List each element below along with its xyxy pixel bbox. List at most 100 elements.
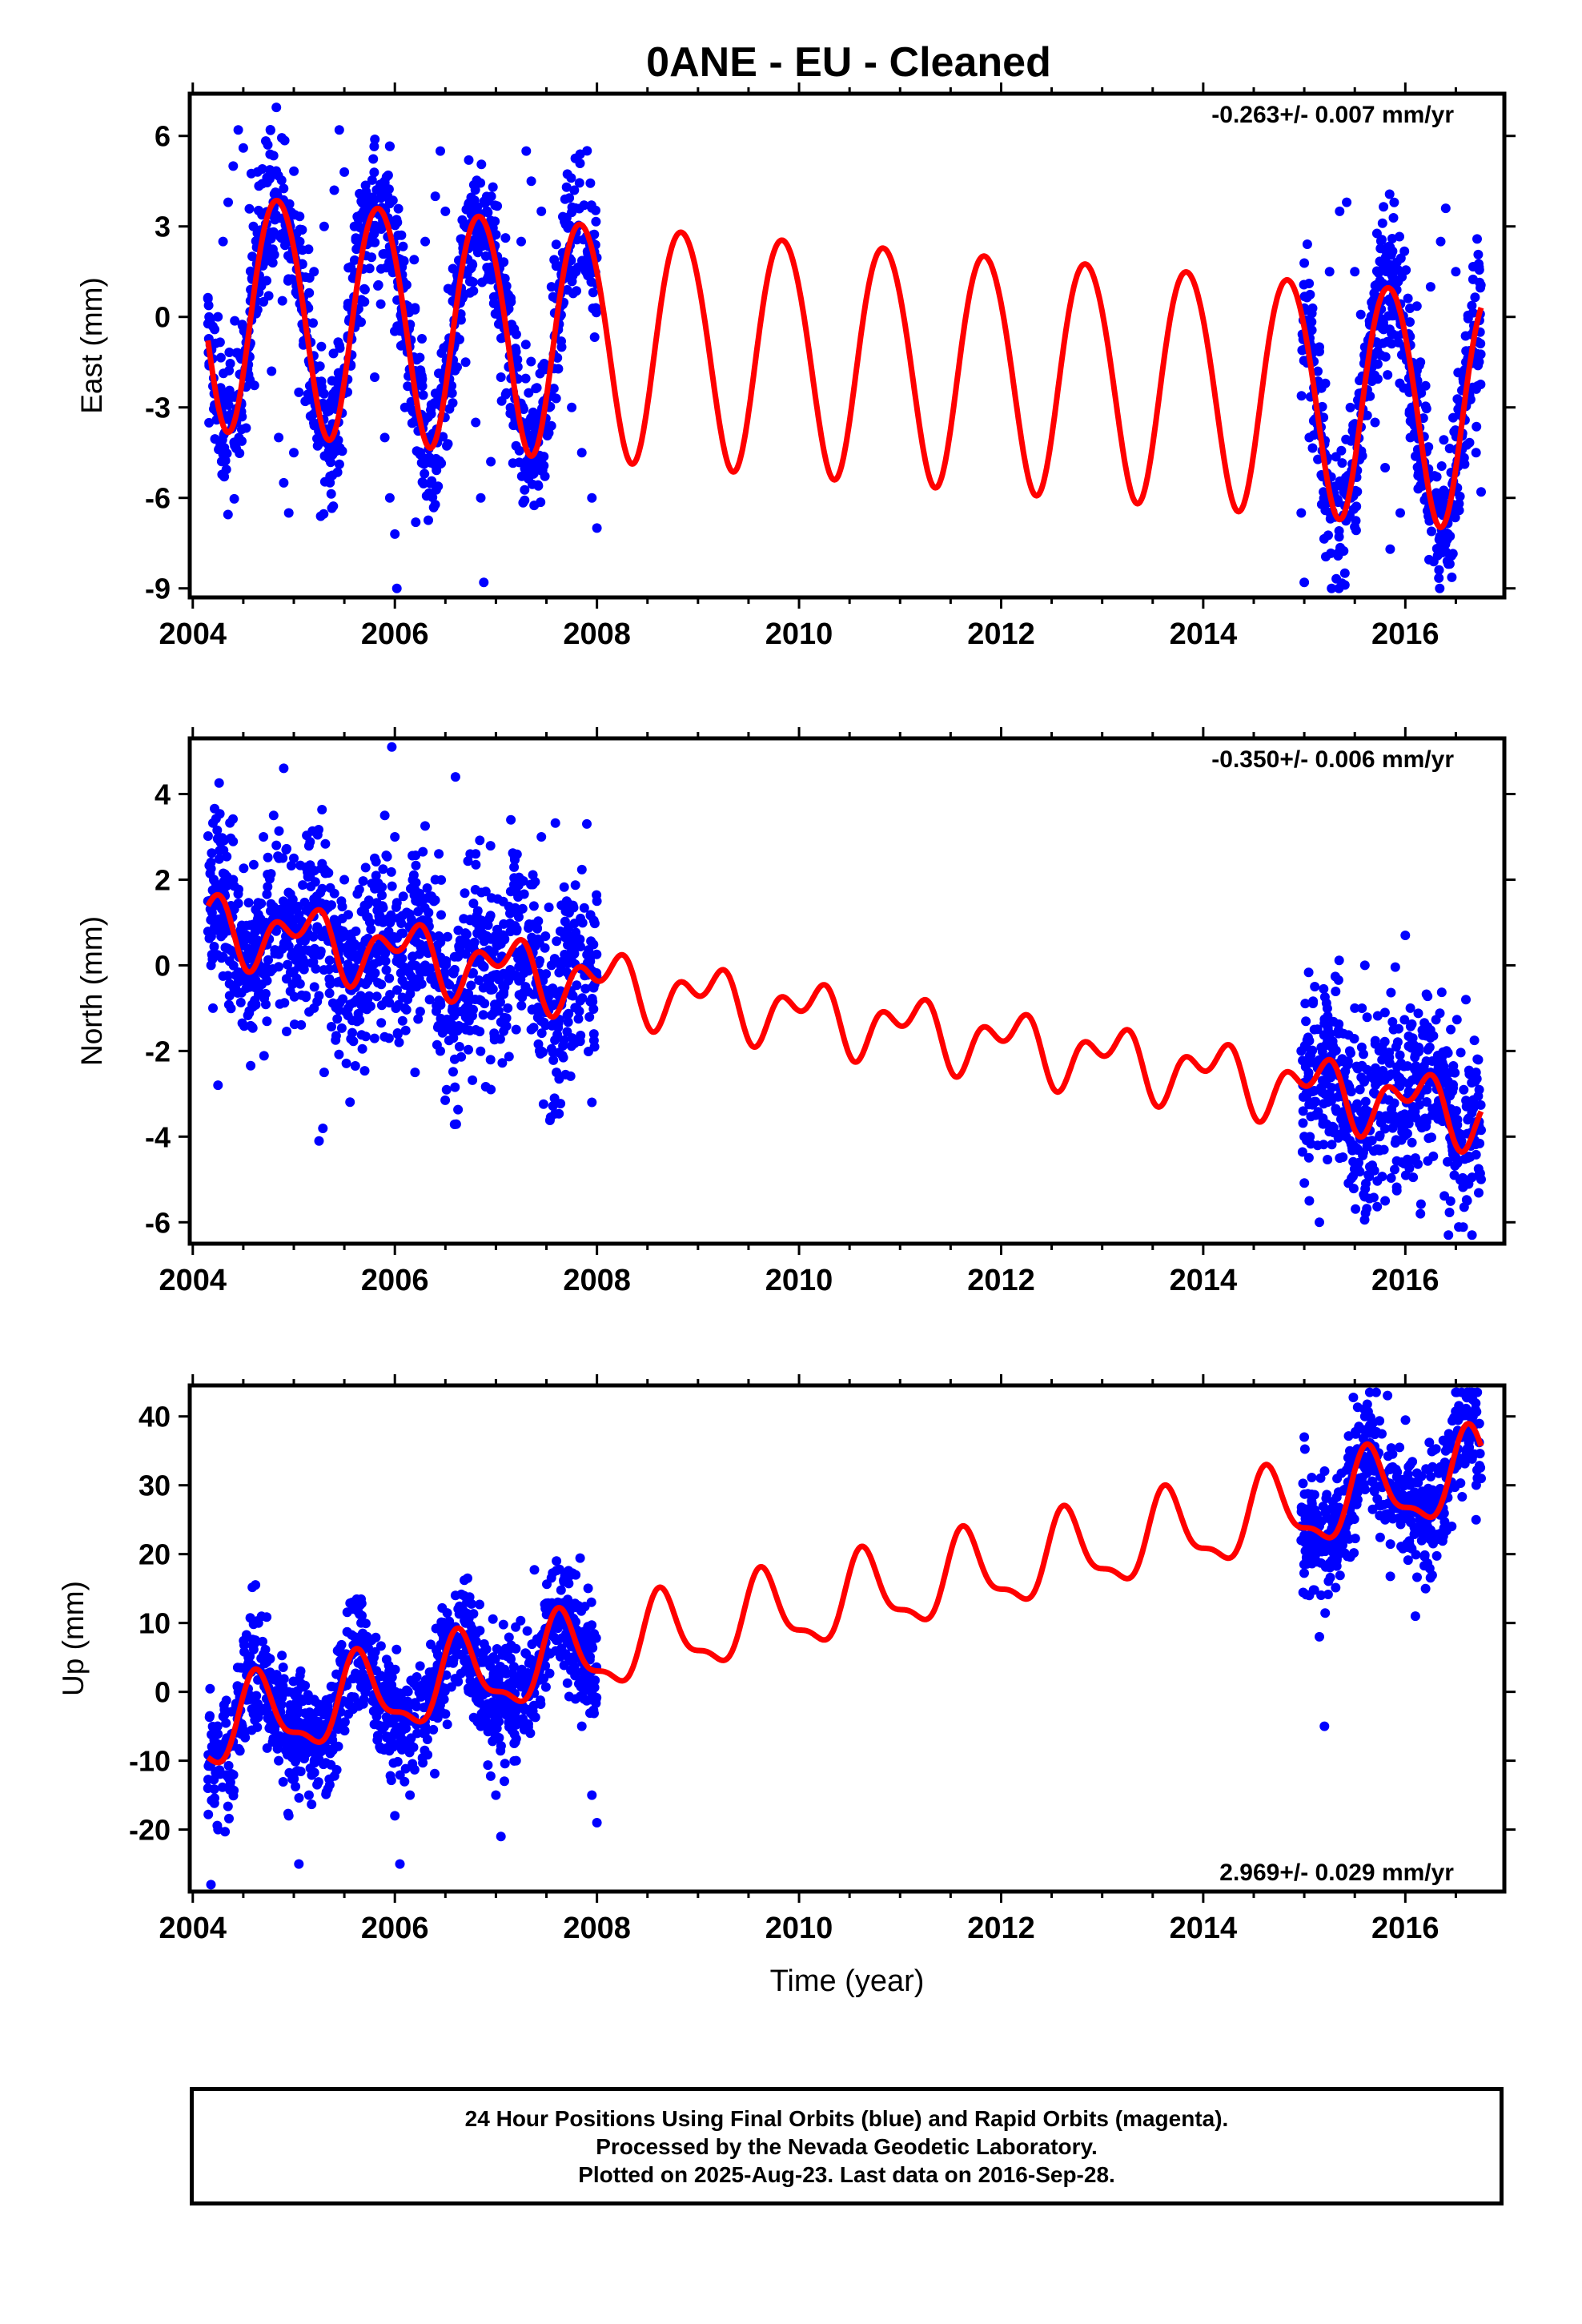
data-point [352, 211, 363, 222]
data-point [1445, 1091, 1456, 1101]
data-point [1333, 480, 1343, 491]
data-point [526, 356, 536, 367]
data-point [207, 848, 217, 858]
data-point [1377, 324, 1387, 334]
data-point [219, 368, 229, 379]
data-point [413, 1014, 424, 1024]
data-point [370, 135, 380, 144]
data-point [1387, 1123, 1398, 1133]
data-point [559, 1575, 569, 1586]
data-point [1440, 203, 1451, 214]
data-point [1372, 1201, 1383, 1212]
data-point [1385, 242, 1395, 252]
data-point [470, 885, 480, 895]
data-point [1383, 311, 1394, 321]
data-point [1393, 265, 1403, 275]
data-point [307, 826, 318, 836]
data-point [1438, 541, 1448, 551]
data-point [1424, 1042, 1435, 1052]
data-point [279, 183, 289, 194]
data-point [521, 146, 532, 156]
data-point [271, 840, 282, 850]
data-point [349, 221, 359, 231]
data-point [1370, 370, 1379, 380]
data-point [334, 459, 344, 469]
data-point [349, 939, 359, 949]
data-point [1436, 461, 1447, 471]
data-point [360, 979, 371, 989]
data-point [1395, 508, 1405, 518]
data-point [209, 942, 219, 951]
data-point [442, 1719, 452, 1730]
data-points [203, 1387, 1486, 1890]
data-point [510, 1737, 520, 1747]
data-point [379, 432, 390, 443]
data-point [1313, 366, 1323, 376]
data-point [417, 1753, 428, 1763]
data-point [262, 178, 272, 187]
data-point [512, 1678, 522, 1688]
data-point [379, 1722, 389, 1732]
data-point [1444, 444, 1455, 453]
data-point [237, 436, 247, 446]
data-point [285, 986, 295, 996]
x-tick-label: 2010 [765, 1264, 833, 1297]
x-tick-label: 2012 [967, 1264, 1035, 1297]
data-point [355, 188, 365, 199]
data-point [1425, 282, 1435, 292]
data-point [581, 260, 591, 271]
data-point [1415, 1208, 1426, 1219]
data-point [1434, 565, 1444, 575]
data-point [483, 1760, 493, 1771]
data-point [420, 821, 430, 831]
data-point [1471, 1068, 1481, 1078]
data-point [275, 1731, 285, 1741]
data-point [239, 863, 249, 874]
panel-up: 2004 2006 2008 2010 2012 2014 2016-20-10010203… [57, 1374, 1516, 1945]
data-point [1456, 1047, 1466, 1058]
data-point [1390, 1164, 1399, 1175]
data-point [1322, 1003, 1332, 1014]
data-point [287, 1687, 298, 1698]
data-point [448, 1067, 458, 1077]
data-point [265, 125, 275, 135]
data-point [532, 383, 542, 393]
data-point [552, 1566, 562, 1576]
data-point [505, 908, 515, 919]
data-point [1357, 451, 1367, 461]
data-point [384, 998, 395, 1008]
data-point [204, 933, 215, 943]
data-point [444, 404, 455, 414]
data-point [337, 902, 347, 912]
data-point [414, 949, 424, 959]
data-point [1351, 1204, 1361, 1214]
data-point [572, 980, 582, 991]
data-point [550, 818, 560, 828]
data-point [1334, 583, 1344, 593]
data-point [349, 255, 359, 265]
data-point [287, 1774, 298, 1784]
data-point [408, 1759, 418, 1769]
data-point [1303, 967, 1314, 978]
x-tick-label: 2008 [563, 1264, 631, 1297]
data-point [391, 1695, 401, 1706]
data-point [213, 1080, 223, 1091]
data-point [537, 465, 548, 476]
data-point [204, 417, 215, 428]
data-point [308, 1713, 318, 1723]
data-point [1324, 1088, 1335, 1099]
data-point [1383, 1095, 1394, 1105]
data-point [359, 296, 370, 307]
data-point [1399, 1015, 1410, 1025]
data-point [367, 237, 377, 247]
data-point [366, 924, 376, 935]
data-point [562, 1678, 572, 1688]
data-point [584, 1011, 595, 1022]
data-point [536, 497, 546, 508]
data-point [430, 191, 440, 202]
data-point [334, 1049, 344, 1059]
data-point [436, 1639, 446, 1650]
x-tick-label: 2006 [361, 617, 429, 651]
data-point [479, 577, 489, 588]
data-point [1319, 983, 1329, 994]
